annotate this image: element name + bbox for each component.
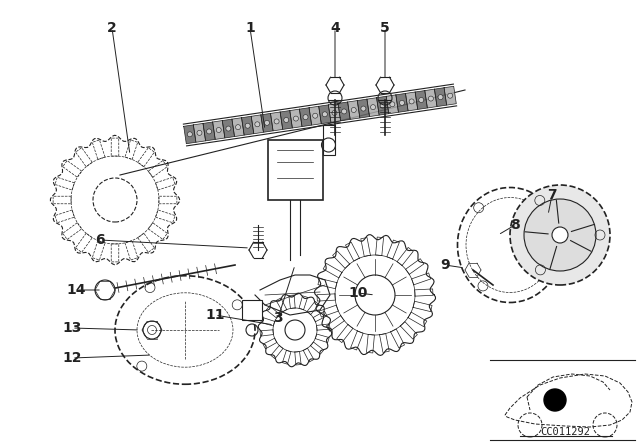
Polygon shape: [376, 96, 388, 115]
Circle shape: [409, 99, 414, 104]
Polygon shape: [367, 98, 379, 116]
Polygon shape: [425, 89, 437, 108]
Text: 6: 6: [95, 233, 105, 247]
Polygon shape: [338, 102, 350, 121]
Circle shape: [552, 227, 568, 243]
Text: 5: 5: [380, 21, 390, 35]
Circle shape: [226, 126, 231, 131]
Circle shape: [216, 128, 221, 133]
Circle shape: [419, 98, 424, 103]
Text: 11: 11: [205, 308, 225, 322]
Polygon shape: [261, 113, 273, 132]
Text: 8: 8: [510, 218, 520, 232]
Circle shape: [188, 132, 193, 137]
Text: 10: 10: [348, 286, 368, 300]
Polygon shape: [309, 106, 321, 125]
Circle shape: [380, 103, 385, 108]
Polygon shape: [212, 121, 225, 139]
Circle shape: [274, 119, 279, 124]
Polygon shape: [415, 90, 428, 109]
Text: 9: 9: [440, 258, 450, 272]
Bar: [268, 140, 323, 200]
Polygon shape: [184, 125, 196, 144]
Bar: [323, 125, 335, 155]
Circle shape: [293, 116, 298, 121]
Text: 12: 12: [62, 351, 82, 365]
Circle shape: [264, 121, 269, 125]
Polygon shape: [203, 122, 215, 141]
Text: 4: 4: [330, 21, 340, 35]
Circle shape: [438, 95, 443, 99]
Circle shape: [323, 112, 327, 117]
Text: 7: 7: [547, 188, 557, 202]
Circle shape: [303, 115, 308, 120]
Circle shape: [361, 106, 366, 111]
Circle shape: [544, 389, 566, 411]
Polygon shape: [222, 119, 234, 138]
Polygon shape: [280, 111, 292, 129]
Circle shape: [342, 109, 347, 114]
Polygon shape: [319, 105, 331, 124]
Text: 2: 2: [107, 21, 117, 35]
Circle shape: [236, 125, 241, 129]
Text: CC011292: CC011292: [540, 427, 590, 437]
Circle shape: [428, 96, 433, 101]
Polygon shape: [406, 92, 418, 111]
Circle shape: [207, 129, 212, 134]
Circle shape: [447, 93, 452, 98]
Circle shape: [95, 280, 115, 300]
Text: 1: 1: [245, 21, 255, 35]
Text: 3: 3: [273, 311, 283, 325]
Polygon shape: [386, 95, 399, 114]
Polygon shape: [252, 115, 264, 134]
Text: 13: 13: [62, 321, 82, 335]
Polygon shape: [271, 112, 283, 131]
Polygon shape: [232, 118, 244, 137]
Polygon shape: [290, 109, 302, 128]
Circle shape: [313, 113, 317, 118]
Polygon shape: [300, 108, 312, 127]
Bar: [242, 300, 262, 320]
Circle shape: [255, 122, 260, 127]
Text: 14: 14: [67, 283, 86, 297]
Circle shape: [197, 130, 202, 135]
Circle shape: [390, 102, 395, 107]
Polygon shape: [396, 94, 408, 112]
Polygon shape: [241, 116, 254, 135]
Circle shape: [284, 117, 289, 122]
Circle shape: [245, 123, 250, 128]
Polygon shape: [435, 88, 447, 107]
Polygon shape: [328, 103, 340, 122]
Circle shape: [332, 110, 337, 115]
Polygon shape: [444, 86, 456, 105]
Circle shape: [524, 199, 596, 271]
Polygon shape: [357, 99, 369, 118]
Circle shape: [371, 105, 376, 110]
Polygon shape: [348, 101, 360, 120]
Circle shape: [351, 108, 356, 112]
Circle shape: [399, 100, 404, 105]
Polygon shape: [193, 124, 205, 142]
Circle shape: [510, 185, 610, 285]
